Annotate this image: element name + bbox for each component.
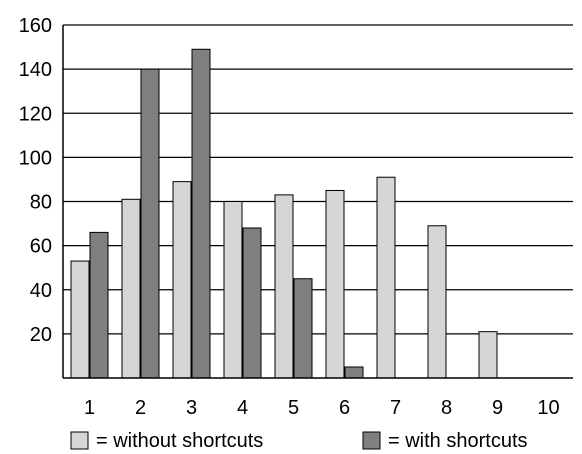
bar-with-shortcuts [89, 231, 109, 379]
bars [70, 48, 498, 379]
legend-swatch-without-shortcuts [70, 431, 89, 450]
bar-with-shortcuts [242, 227, 262, 379]
x-tick-label: 9 [492, 397, 503, 419]
bar-without-shortcuts [325, 189, 345, 379]
x-tick-label: 7 [390, 397, 401, 419]
x-tick-label: 10 [537, 397, 559, 419]
y-tick-label: 100 [19, 147, 52, 169]
legend-swatch-with-shortcuts [362, 431, 381, 450]
bar-without-shortcuts [70, 260, 90, 379]
legend-label-with-shortcuts: = with shortcuts [388, 430, 528, 452]
legend: = without shortcuts = with shortcuts [70, 430, 528, 452]
bar-without-shortcuts [427, 225, 447, 379]
y-tick-label: 160 [19, 15, 52, 37]
bar-without-shortcuts [376, 176, 396, 379]
bar-without-shortcuts [223, 201, 243, 379]
bar-with-shortcuts [191, 48, 211, 379]
bar-without-shortcuts [172, 181, 192, 379]
y-tick-label: 60 [30, 236, 52, 258]
axes [62, 25, 573, 379]
x-tick-label: 1 [84, 397, 95, 419]
y-tick-label: 40 [30, 280, 52, 302]
x-tick-labels: 1 2 3 4 5 6 7 8 9 10 [84, 397, 560, 419]
y-tick-label: 120 [19, 103, 52, 125]
x-tick-label: 6 [339, 397, 350, 419]
x-tick-label: 2 [135, 397, 146, 419]
y-tick-label: 20 [30, 324, 52, 346]
x-tick-label: 4 [237, 397, 248, 419]
y-tick-labels: 20 40 60 80 100 120 140 160 [19, 15, 52, 346]
bar-with-shortcuts [140, 68, 160, 379]
y-tick-label: 140 [19, 59, 52, 81]
x-tick-label: 5 [288, 397, 299, 419]
bar-with-shortcuts [344, 366, 364, 379]
x-tick-label: 8 [441, 397, 452, 419]
x-tick-label: 3 [186, 397, 197, 419]
bar-without-shortcuts [478, 331, 498, 379]
bar-without-shortcuts [121, 198, 141, 379]
legend-label-without-shortcuts: = without shortcuts [96, 430, 263, 452]
bar-with-shortcuts [293, 278, 313, 379]
bar-without-shortcuts [274, 194, 294, 379]
y-tick-label: 80 [30, 192, 52, 214]
